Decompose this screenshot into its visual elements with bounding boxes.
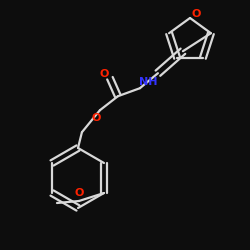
Text: O: O [99, 69, 108, 79]
Text: O: O [74, 188, 84, 198]
Text: O: O [91, 113, 101, 123]
Text: O: O [191, 9, 201, 19]
Text: NH: NH [139, 77, 157, 87]
